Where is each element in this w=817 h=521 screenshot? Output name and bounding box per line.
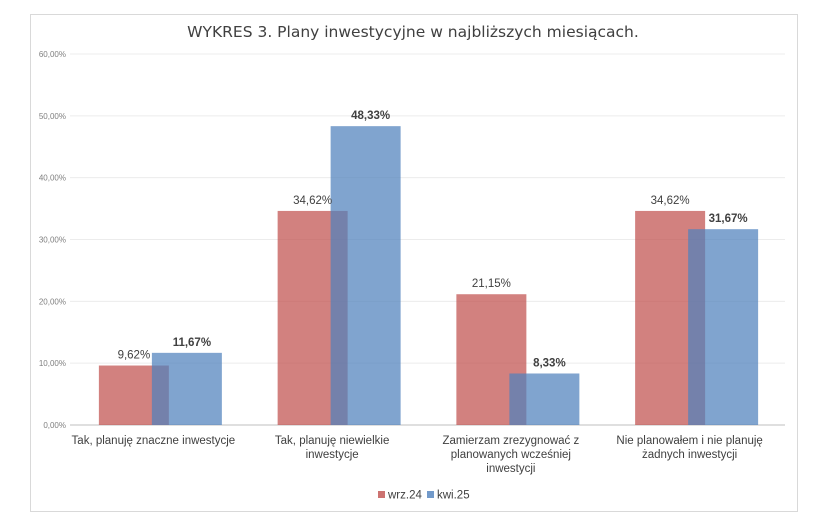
- x-category-label: żadnych inwestycji: [642, 449, 737, 461]
- data-label: 8,33%: [533, 357, 566, 369]
- bar-kwi.25: [688, 229, 759, 425]
- chart-title: WYKRES 3. Plany inwestycyjne w najbliższ…: [187, 23, 639, 41]
- y-tick-label: 10,00%: [39, 359, 66, 368]
- x-category-label: Tak, planuję znaczne inwestycje: [72, 435, 236, 447]
- y-tick-label: 40,00%: [39, 174, 66, 183]
- legend-swatch: [427, 491, 434, 498]
- data-label: 9,62%: [118, 350, 151, 362]
- x-category-label: Zamierzam zrezygnować z: [442, 435, 579, 447]
- y-tick-label: 50,00%: [39, 112, 66, 121]
- data-label: 34,62%: [293, 195, 332, 207]
- x-category-label: Tak, planuję niewielkie: [275, 435, 389, 447]
- data-label: 48,33%: [351, 110, 390, 122]
- data-label: 11,67%: [173, 337, 211, 349]
- y-tick-label: 60,00%: [39, 50, 66, 59]
- x-axis-labels: Tak, planuję znaczne inwestycje Tak, plan…: [72, 435, 763, 475]
- x-category-label: inwestycje: [306, 449, 359, 461]
- data-label: 31,67%: [709, 213, 748, 225]
- x-category-label: Nie planowałem i nie planuję: [616, 435, 762, 447]
- bar-kwi.25: [330, 126, 401, 426]
- y-axis-labels: 0,00% 10,00% 20,00% 30,00% 40,00% 50,00% 60,00…: [39, 50, 66, 430]
- bars: [98, 126, 759, 426]
- bar-kwi.25: [151, 352, 222, 425]
- data-label: 34,62%: [651, 195, 690, 207]
- bar-labels: 9,62% 11,67% 34,62% 48,33% 21,15% 8,33% 34,62%…: [118, 110, 748, 369]
- x-category-label: planowanych wcześniej: [451, 449, 571, 461]
- legend-swatch: [378, 491, 385, 498]
- x-category-label: inwestycji: [486, 463, 535, 475]
- y-tick-label: 30,00%: [39, 236, 66, 245]
- y-tick-label: 0,00%: [43, 421, 66, 430]
- y-tick-label: 20,00%: [39, 297, 66, 306]
- legend-label: wrz.24: [387, 490, 422, 502]
- legend-label: kwi.25: [437, 490, 470, 502]
- legend: wrz.24 kwi.25: [378, 490, 470, 502]
- bar-kwi.25: [509, 373, 580, 425]
- data-label: 21,15%: [472, 278, 511, 290]
